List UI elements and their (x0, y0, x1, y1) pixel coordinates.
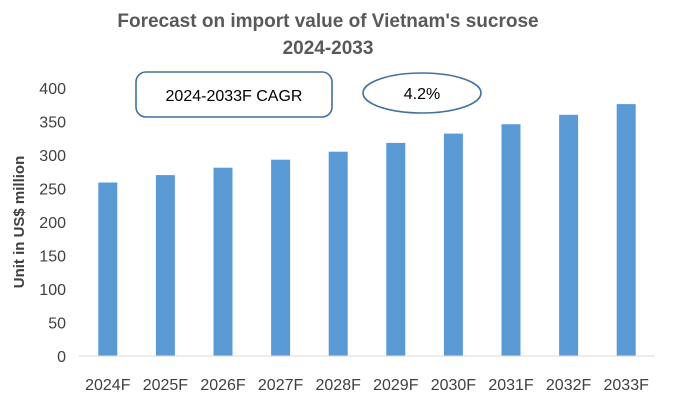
chart-title: Forecast on import value of Vietnam's su… (117, 11, 538, 32)
cagr-value-text: 4.2% (404, 86, 440, 103)
x-tick-label: 2030F (431, 377, 477, 394)
y-tick-label: 100 (39, 282, 66, 299)
y-tick-label: 250 (39, 182, 66, 199)
bar-2028F (328, 151, 348, 356)
cagr-value-ellipse (362, 72, 482, 114)
bar-2027F (271, 159, 291, 356)
y-tick-label: 50 (48, 316, 66, 333)
cagr-label-box (135, 71, 333, 118)
bar-series (98, 104, 636, 356)
bar-2032F (559, 114, 579, 356)
bar-2025F (155, 175, 175, 356)
y-axis-label: Unit in US$ million (11, 156, 28, 289)
y-tick-label: 150 (39, 249, 66, 266)
bar-2030F (443, 133, 463, 356)
bar-2029F (386, 142, 406, 356)
y-tick-label: 400 (39, 81, 66, 98)
x-tick-label: 2033F (604, 377, 650, 394)
bar-2033F (616, 104, 636, 356)
x-tick-label: 2024F (85, 377, 131, 394)
x-tick-label: 2029F (373, 377, 419, 394)
x-tick-label: 2025F (143, 377, 189, 394)
x-axis: 2024F 2025F 2026F 2027F 2028F 2029F 2030F 2031F… (85, 377, 649, 394)
x-tick-label: 2026F (200, 377, 246, 394)
y-tick-label: 350 (39, 115, 66, 132)
y-axis: 0 50 100 150 200 250 300 350 400 (39, 81, 66, 366)
bar-2024F (98, 182, 118, 356)
x-tick-label: 2031F (488, 377, 534, 394)
y-tick-label: 300 (39, 148, 66, 165)
bar-2031F (501, 124, 521, 356)
cagr-label-text: 2024-2033F CAGR (166, 88, 303, 105)
chart-subtitle: 2024-2033 (283, 38, 374, 59)
x-tick-label: 2028F (316, 377, 362, 394)
bar-2026F (213, 167, 233, 356)
y-tick-label: 200 (39, 215, 66, 232)
x-tick-label: 2032F (546, 377, 592, 394)
y-tick-label: 0 (57, 349, 66, 366)
x-tick-label: 2027F (258, 377, 304, 394)
